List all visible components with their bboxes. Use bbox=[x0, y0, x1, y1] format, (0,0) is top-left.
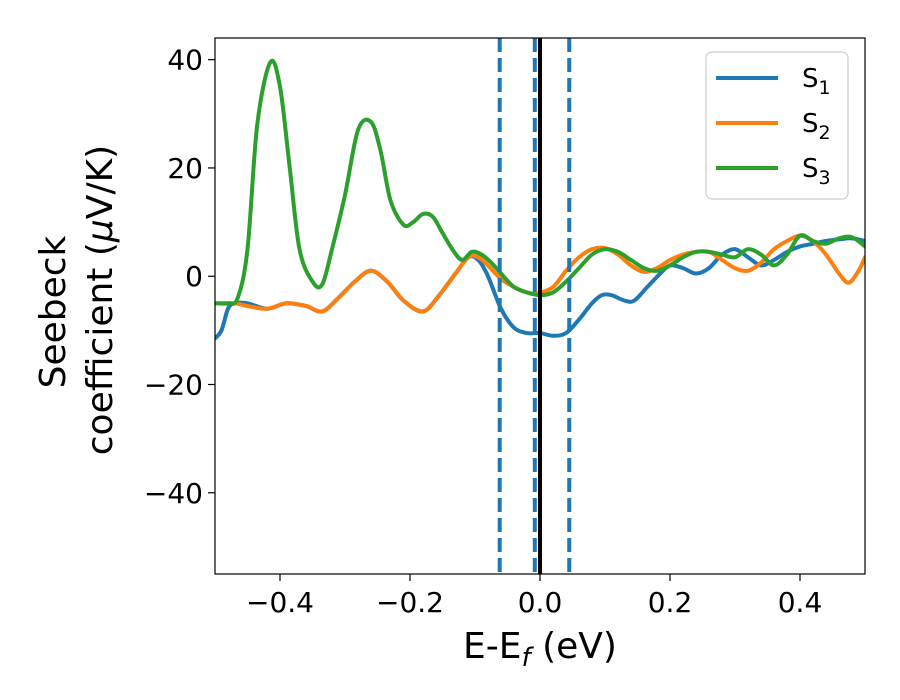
lines-layer bbox=[215, 38, 865, 574]
series-line-s3 bbox=[215, 58, 865, 306]
x-tick-label: 0.4 bbox=[778, 586, 823, 619]
x-axis-ticks: −0.4 −0.2 0.0 0.2 0.4 bbox=[246, 574, 822, 619]
legend: S1 S2 S3 bbox=[705, 51, 849, 200]
y-axis-title-line1: Seebeck bbox=[33, 235, 74, 388]
x-axis-title: E-Ef (eV) bbox=[463, 626, 617, 673]
y-tick-label: 40 bbox=[167, 44, 203, 77]
y-axis-ticks: −40 −20 0 20 40 bbox=[144, 44, 215, 510]
y-tick-label: −20 bbox=[144, 369, 203, 402]
y-tick-label: 20 bbox=[167, 152, 203, 185]
series-line-s2 bbox=[215, 233, 865, 314]
x-tick-label: 0.2 bbox=[648, 586, 693, 619]
legend-label-s2: S2 bbox=[802, 109, 831, 144]
y-axis-title-line2: coefficient (μV/K) bbox=[80, 145, 121, 455]
y-tick-label: −40 bbox=[144, 477, 203, 510]
legend-box bbox=[705, 51, 849, 200]
x-tick-label: −0.2 bbox=[376, 586, 444, 619]
legend-label-s3: S3 bbox=[802, 154, 831, 189]
x-tick-label: 0.0 bbox=[518, 586, 563, 619]
x-tick-label: −0.4 bbox=[246, 586, 314, 619]
legend-label-s1: S1 bbox=[802, 64, 831, 99]
y-tick-label: 0 bbox=[185, 260, 203, 293]
